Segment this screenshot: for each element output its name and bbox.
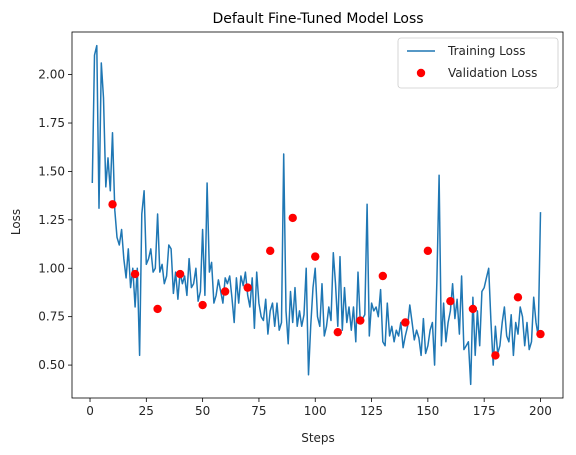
y-axis-label: Loss: [9, 209, 23, 235]
validation-loss-point: [243, 283, 252, 292]
validation-loss-point: [356, 316, 365, 325]
x-axis-label: Steps: [301, 431, 335, 445]
y-axis-ticks: 0.50 0.75 1.00 1.25 1.50 1.75 2.00: [38, 68, 72, 372]
validation-loss-point: [378, 271, 388, 281]
x-tick-label: 200: [529, 404, 552, 418]
validation-loss-point: [130, 269, 140, 279]
x-tick-label: 125: [360, 404, 383, 418]
validation-loss-point: [446, 296, 455, 306]
x-tick-label: 75: [251, 404, 266, 418]
validation-loss-point: [401, 318, 410, 327]
validation-loss-point: [198, 300, 207, 310]
validation-loss-point: [108, 200, 117, 209]
validation-loss-point: [175, 269, 185, 279]
y-tick-label: 1.25: [38, 213, 65, 227]
validation-loss-point: [333, 327, 342, 337]
legend-entry-label: Training Loss: [447, 44, 525, 58]
validation-loss-point: [536, 329, 545, 339]
validation-loss-point: [153, 304, 162, 314]
y-tick-label: 2.00: [38, 68, 65, 82]
validation-loss-point: [513, 293, 523, 302]
x-tick-label: 50: [195, 404, 210, 418]
validation-loss-point: [468, 304, 478, 314]
x-tick-label: 25: [139, 404, 154, 418]
y-tick-label: 0.75: [38, 310, 65, 324]
y-tick-label: 1.75: [38, 116, 65, 130]
x-tick-label: 175: [473, 404, 496, 418]
validation-loss-point: [491, 351, 500, 360]
x-axis-ticks: 0 25 50 75 100 125 150 175 200: [86, 398, 552, 418]
x-tick-label: 100: [304, 404, 327, 418]
y-tick-label: 1.00: [38, 261, 65, 275]
chart-title: Default Fine-Tuned Model Loss: [212, 11, 423, 27]
y-tick-label: 1.50: [38, 164, 65, 178]
validation-loss-point: [423, 246, 433, 256]
plot-area: [71, 31, 564, 399]
plot-frame: [71, 31, 564, 399]
x-tick-label: 150: [416, 404, 439, 418]
x-tick-label: 0: [86, 404, 94, 418]
legend-marker-swatch: [416, 68, 426, 78]
legend-box: [397, 37, 559, 89]
y-tick-label: 0.50: [38, 358, 65, 372]
validation-loss-point: [220, 287, 230, 296]
validation-loss-point: [311, 252, 320, 261]
validation-loss-point: [288, 213, 297, 223]
training-loss-line: [91, 44, 542, 386]
validation-loss-point: [266, 246, 275, 256]
legend: Training Loss Validation Loss: [397, 37, 559, 89]
legend-entry-label: Validation Loss: [448, 66, 537, 80]
